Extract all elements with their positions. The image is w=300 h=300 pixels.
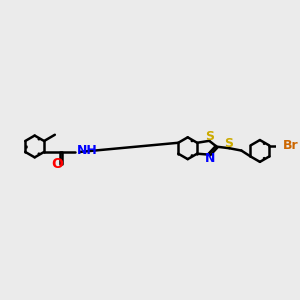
Text: Br: Br xyxy=(283,139,298,152)
Text: O: O xyxy=(52,157,64,171)
Text: S: S xyxy=(205,130,214,143)
Text: S: S xyxy=(224,137,233,151)
Text: N: N xyxy=(205,152,215,165)
Text: NH: NH xyxy=(76,144,97,157)
